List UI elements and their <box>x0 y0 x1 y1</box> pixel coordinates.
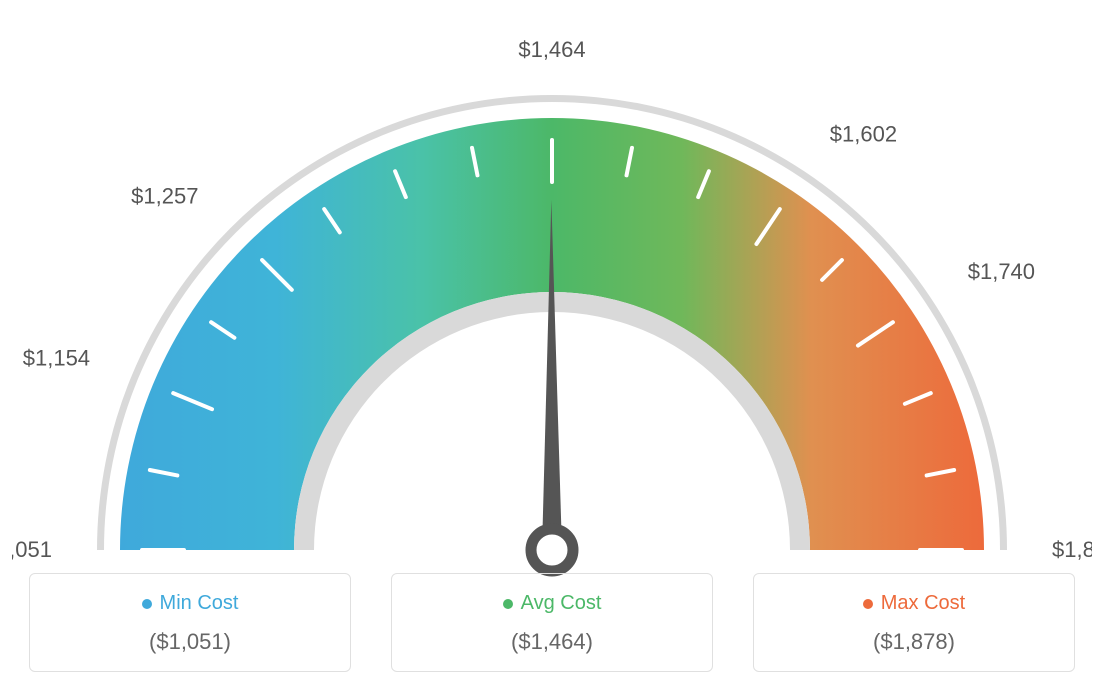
legend-value-max: ($1,878) <box>764 629 1064 655</box>
dot-icon <box>863 599 873 609</box>
legend-label-max: Max Cost <box>881 592 965 615</box>
tick-label: $1,257 <box>131 183 198 208</box>
legend-row: Min Cost ($1,051) Avg Cost ($1,464) Max … <box>0 573 1104 672</box>
legend-value-min: ($1,051) <box>40 629 340 655</box>
tick-label: $1,154 <box>23 346 90 371</box>
tick-label: $1,878 <box>1052 537 1092 562</box>
needle-hub <box>531 529 573 571</box>
legend-card-avg: Avg Cost ($1,464) <box>391 573 713 672</box>
tick-label: $1,602 <box>830 121 897 146</box>
dot-icon <box>503 599 513 609</box>
legend-label-avg: Avg Cost <box>521 592 602 615</box>
legend-value-avg: ($1,464) <box>402 629 702 655</box>
legend-title-max: Max Cost <box>764 592 1064 615</box>
legend-title-avg: Avg Cost <box>402 592 702 615</box>
tick-label: $1,464 <box>518 37 585 62</box>
gauge-area: $1,051 $1,154 $1,257 $1,464 $1,602 $1,740 $1,8… <box>12 20 1092 580</box>
legend-card-max: Max Cost ($1,878) <box>753 573 1075 672</box>
legend-card-min: Min Cost ($1,051) <box>29 573 351 672</box>
dot-icon <box>142 599 152 609</box>
tick-label: $1,051 <box>12 537 52 562</box>
tick-label: $1,740 <box>968 259 1035 284</box>
gauge-infographic: $1,051 $1,154 $1,257 $1,464 $1,602 $1,740 $1,8… <box>0 0 1104 690</box>
legend-title-min: Min Cost <box>40 592 340 615</box>
gauge-svg: $1,051 $1,154 $1,257 $1,464 $1,602 $1,740 $1,8… <box>12 20 1092 580</box>
legend-label-min: Min Cost <box>160 592 239 615</box>
